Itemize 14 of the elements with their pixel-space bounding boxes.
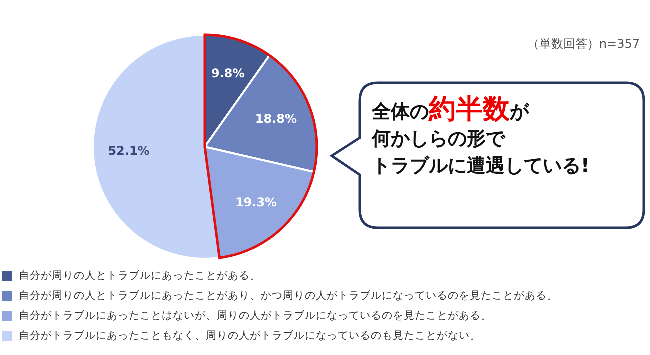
legend-label: 自分がトラブルにあったことはないが、周りの人がトラブルになっているのを見たことがある。 <box>19 309 492 323</box>
data-label: 9.8% <box>211 66 245 81</box>
data-label: 19.3% <box>235 195 278 210</box>
text: 全体の <box>372 101 429 123</box>
legend-label: 自分がトラブルにあったこともなく、周りの人がトラブルになっているのも見たことがない。 <box>19 329 481 343</box>
text: 何かしらの形で <box>372 128 505 150</box>
data-label: 18.8% <box>255 112 297 126</box>
text: （単数回答）n=357 <box>527 36 640 53</box>
legend-label: 自分が周りの人とトラブルにあったことがある。 <box>19 269 261 283</box>
text: 約半数 <box>429 94 510 125</box>
text: が <box>510 101 529 123</box>
data-label: 52.1% <box>108 144 150 158</box>
legend-label: 自分が周りの人とトラブルにあったことがあり、かつ周りの人がトラブルになっているのを見たことがある。 <box>19 289 558 303</box>
text: トラブルに遭遇している! <box>372 155 590 177</box>
